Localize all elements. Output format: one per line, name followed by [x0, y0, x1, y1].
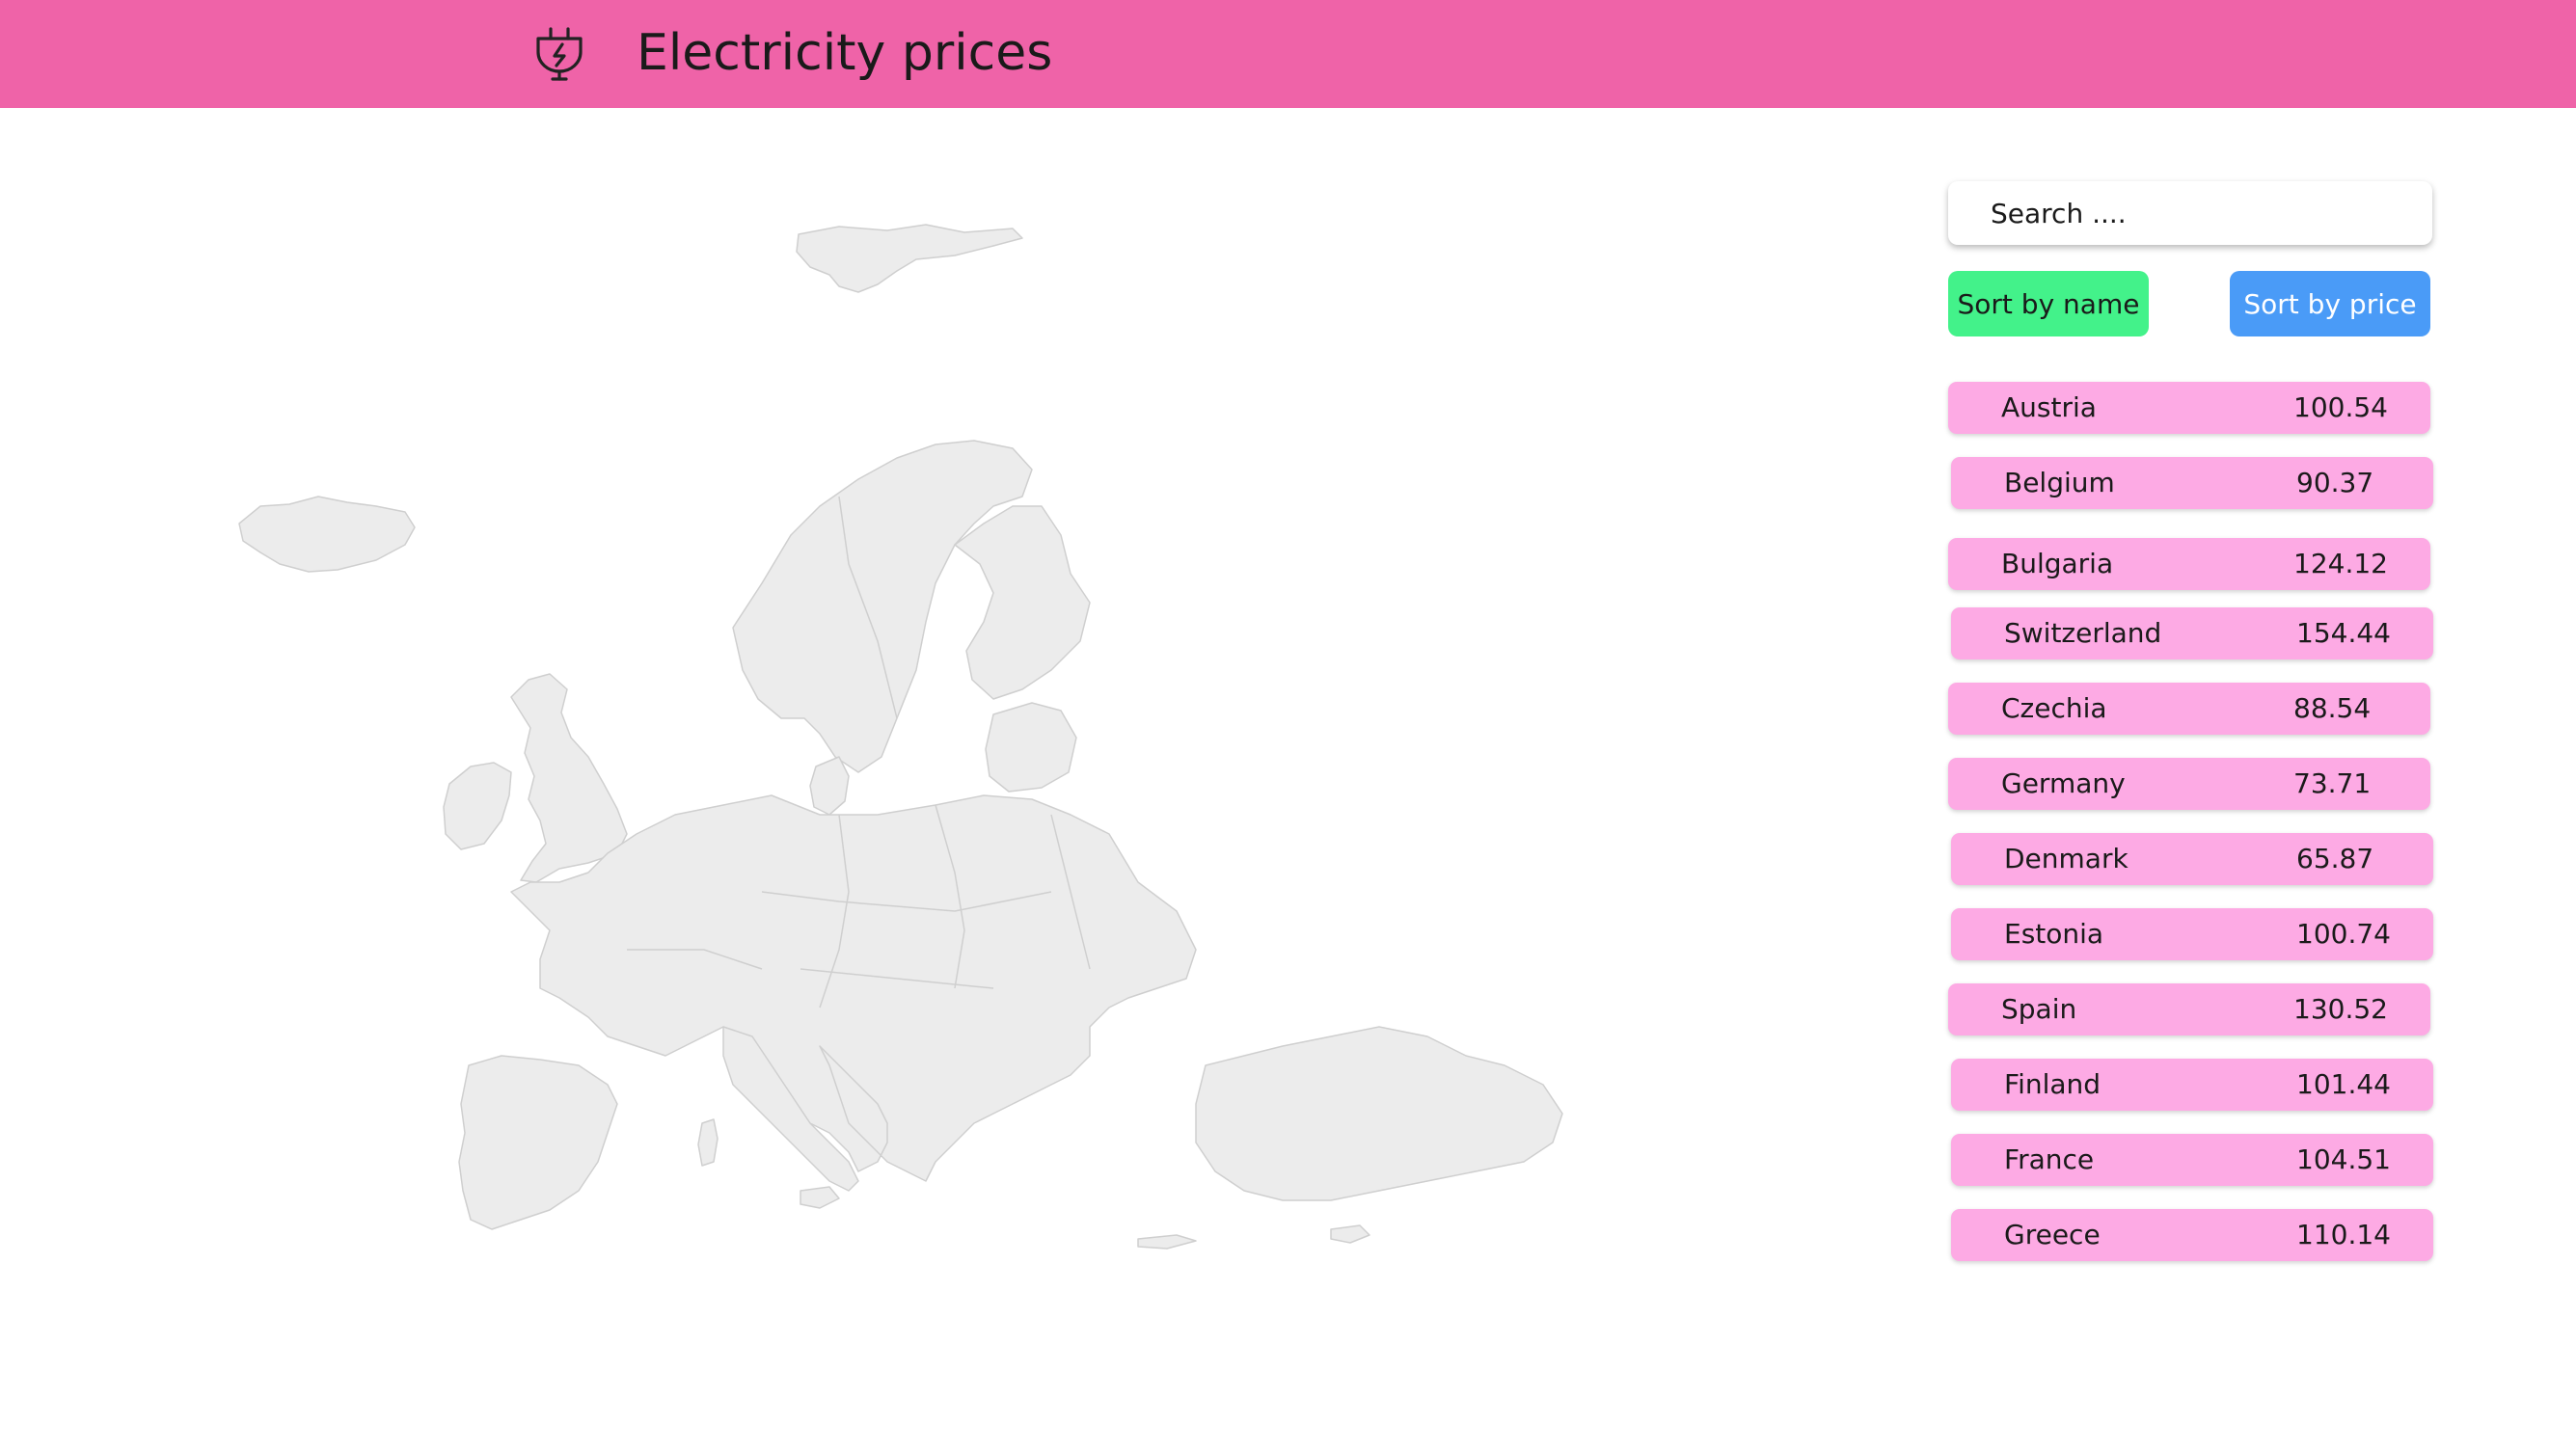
country-price: 100.54 [2293, 391, 2388, 423]
list-item[interactable]: Greece 110.14 [1951, 1209, 2433, 1261]
country-name: Bulgaria [2001, 548, 2114, 579]
list-item[interactable]: Bulgaria 124.12 [1948, 538, 2430, 590]
map-sardinia [697, 1118, 719, 1167]
country-name: Germany [2001, 767, 2126, 799]
sort-by-name-button[interactable]: Sort by name [1948, 271, 2149, 336]
country-name: Denmark [2004, 843, 2129, 874]
list-item[interactable]: Czechia 88.54 [1948, 683, 2430, 735]
list-item[interactable]: Estonia 100.74 [1951, 908, 2433, 960]
country-price: 154.44 [2296, 617, 2391, 649]
map-finland [954, 505, 1091, 700]
country-price: 65.87 [2296, 843, 2374, 874]
country-name: Greece [2004, 1219, 2101, 1250]
europe-map[interactable] [222, 217, 1620, 1287]
sort-by-price-button[interactable]: Sort by price [2230, 271, 2430, 336]
country-price: 88.54 [2293, 692, 2372, 724]
app-header: Electricity prices [0, 0, 2576, 108]
country-price: 73.71 [2293, 767, 2372, 799]
list-item[interactable]: Belgium 90.37 [1951, 457, 2433, 509]
map-great-britain [510, 673, 628, 883]
country-price: 100.74 [2296, 918, 2391, 950]
map-sicily [800, 1186, 840, 1209]
country-price: 90.37 [2296, 467, 2374, 498]
map-turkey [1195, 1026, 1563, 1201]
map-baltics [985, 702, 1077, 793]
list-item[interactable]: Switzerland 154.44 [1951, 607, 2433, 659]
map-scandinavia [732, 440, 1033, 773]
country-price: 104.51 [2296, 1143, 2391, 1175]
map-iberia [458, 1055, 618, 1230]
country-name: Switzerland [2004, 617, 2162, 649]
map-iceland [238, 496, 416, 573]
country-price: 124.12 [2293, 548, 2388, 579]
map-italy [722, 1026, 859, 1192]
list-item[interactable]: Denmark 65.87 [1951, 833, 2433, 885]
country-name: France [2004, 1143, 2095, 1175]
list-item[interactable]: Finland 101.44 [1951, 1059, 2433, 1111]
page-title: Electricity prices [637, 24, 1053, 82]
plug-bolt-icon [536, 27, 583, 81]
list-item[interactable]: France 104.51 [1951, 1134, 2433, 1186]
list-item[interactable]: Germany 73.71 [1948, 758, 2430, 810]
country-name: Spain [2001, 993, 2077, 1025]
country-price: 110.14 [2296, 1219, 2391, 1250]
country-price: 101.44 [2296, 1068, 2391, 1100]
map-mainland [510, 794, 1197, 1182]
map-svalbard [796, 224, 1023, 293]
map-ireland [443, 762, 512, 850]
country-name: Estonia [2004, 918, 2104, 950]
country-name: Czechia [2001, 692, 2107, 724]
country-name: Finland [2004, 1068, 2101, 1100]
list-item[interactable]: Austria 100.54 [1948, 382, 2430, 434]
country-name: Austria [2001, 391, 2097, 423]
search-input[interactable] [1948, 181, 2432, 245]
country-name: Belgium [2004, 467, 2115, 498]
map-crete [1137, 1234, 1197, 1250]
list-item[interactable]: Spain 130.52 [1948, 983, 2430, 1035]
map-cyprus [1330, 1224, 1370, 1244]
country-price: 130.52 [2293, 993, 2388, 1025]
map-denmark [809, 756, 850, 816]
